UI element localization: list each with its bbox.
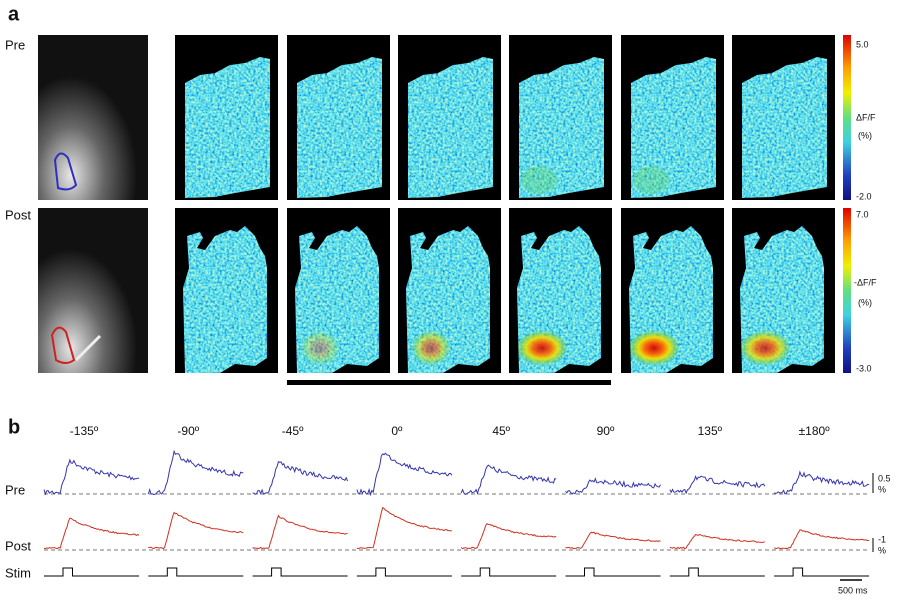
angle-label: 45º bbox=[492, 424, 510, 438]
map-tissue bbox=[740, 226, 824, 373]
trace bbox=[252, 460, 349, 495]
angle-label: -45º bbox=[282, 424, 304, 438]
stim-trace bbox=[44, 567, 139, 577]
colorbar-title: -ΔF/F bbox=[854, 277, 877, 287]
stimulus-bar bbox=[287, 380, 611, 385]
response-map bbox=[509, 35, 612, 200]
reference-image bbox=[38, 208, 148, 373]
map-noise bbox=[631, 57, 716, 198]
trace bbox=[148, 511, 244, 550]
angle-label: -90º bbox=[177, 424, 199, 438]
stim-trace bbox=[669, 567, 765, 577]
colorbar-max: 7.0 bbox=[856, 209, 869, 219]
row-label: Stim bbox=[5, 565, 31, 580]
hotspot bbox=[633, 166, 669, 194]
time-scale-label: 500 ms bbox=[838, 585, 868, 595]
trace bbox=[773, 529, 870, 550]
map-tissue bbox=[408, 57, 493, 198]
scale-value: -1 bbox=[878, 534, 886, 544]
trace bbox=[460, 464, 557, 496]
panel-label: a bbox=[8, 3, 20, 25]
response-map bbox=[732, 35, 835, 200]
stim-trace bbox=[252, 567, 348, 577]
trace bbox=[356, 506, 452, 550]
colorbar-max: 5.0 bbox=[856, 39, 869, 49]
colorbar-min: -3.0 bbox=[856, 363, 872, 373]
hotspot bbox=[300, 330, 340, 366]
response-map bbox=[621, 35, 724, 200]
row-label: Post bbox=[5, 207, 31, 222]
stim-trace bbox=[565, 567, 661, 577]
stim-trace bbox=[356, 567, 452, 577]
trace bbox=[773, 470, 870, 495]
trace bbox=[147, 449, 244, 496]
row-label: Pre bbox=[5, 37, 25, 52]
response-map bbox=[509, 208, 612, 373]
scale-unit: % bbox=[878, 484, 886, 494]
trace bbox=[669, 475, 766, 495]
scale-unit: % bbox=[878, 545, 886, 555]
stim-trace bbox=[774, 567, 870, 577]
trace bbox=[565, 531, 661, 550]
stim-trace bbox=[461, 567, 557, 577]
hotspot bbox=[517, 330, 568, 366]
reference-image bbox=[38, 35, 148, 200]
map-tissue bbox=[517, 226, 601, 373]
response-map bbox=[287, 35, 390, 200]
response-map bbox=[175, 35, 278, 200]
colorbar bbox=[843, 35, 851, 200]
angle-label: ±180º bbox=[799, 424, 831, 438]
response-map bbox=[175, 208, 278, 373]
response-map bbox=[621, 208, 724, 373]
panel-label: b bbox=[8, 416, 20, 438]
colorbar-title: ΔF/F bbox=[856, 112, 876, 122]
row-label: Post bbox=[5, 538, 31, 553]
colorbar-min: -2.0 bbox=[856, 191, 872, 201]
angle-label: 90º bbox=[597, 424, 615, 438]
map-tissue bbox=[295, 226, 379, 373]
trace bbox=[43, 517, 140, 550]
trace bbox=[356, 452, 453, 497]
hotspot bbox=[740, 330, 791, 366]
response-map bbox=[398, 208, 501, 373]
trace bbox=[669, 533, 765, 550]
angle-label: -135º bbox=[70, 424, 99, 438]
hotspot bbox=[629, 330, 680, 366]
map-tissue bbox=[631, 57, 716, 198]
map-noise bbox=[185, 57, 270, 198]
map-tissue bbox=[183, 226, 267, 373]
map-noise bbox=[297, 57, 382, 198]
stim-trace bbox=[148, 567, 244, 577]
map-tissue bbox=[185, 57, 270, 198]
trace bbox=[252, 514, 348, 550]
row-label: Pre bbox=[5, 482, 25, 497]
map-tissue bbox=[629, 226, 713, 373]
angle-label: 135º bbox=[698, 424, 723, 438]
response-map bbox=[287, 208, 390, 373]
hotspot bbox=[521, 166, 557, 194]
colorbar bbox=[843, 208, 851, 373]
response-map bbox=[732, 208, 835, 373]
trace bbox=[43, 458, 139, 496]
map-noise bbox=[183, 226, 267, 373]
trace bbox=[460, 523, 557, 550]
map-tissue bbox=[297, 57, 382, 198]
generated: -135º -90º -45º 0º 45º 90º 135º ±180º bbox=[43, 35, 870, 577]
angle-label: 0º bbox=[391, 424, 403, 438]
hotspot bbox=[411, 330, 451, 366]
colorbar-unit: (%) bbox=[858, 130, 872, 140]
scale-value: 0.5 bbox=[878, 473, 891, 483]
map-tissue bbox=[742, 57, 827, 198]
colorbar-unit: (%) bbox=[858, 297, 872, 307]
response-map bbox=[398, 35, 501, 200]
trace bbox=[565, 477, 661, 495]
map-tissue bbox=[406, 226, 490, 373]
map-noise bbox=[408, 57, 493, 198]
map-tissue bbox=[519, 57, 604, 198]
map-noise bbox=[742, 57, 827, 198]
map-noise bbox=[519, 57, 604, 198]
